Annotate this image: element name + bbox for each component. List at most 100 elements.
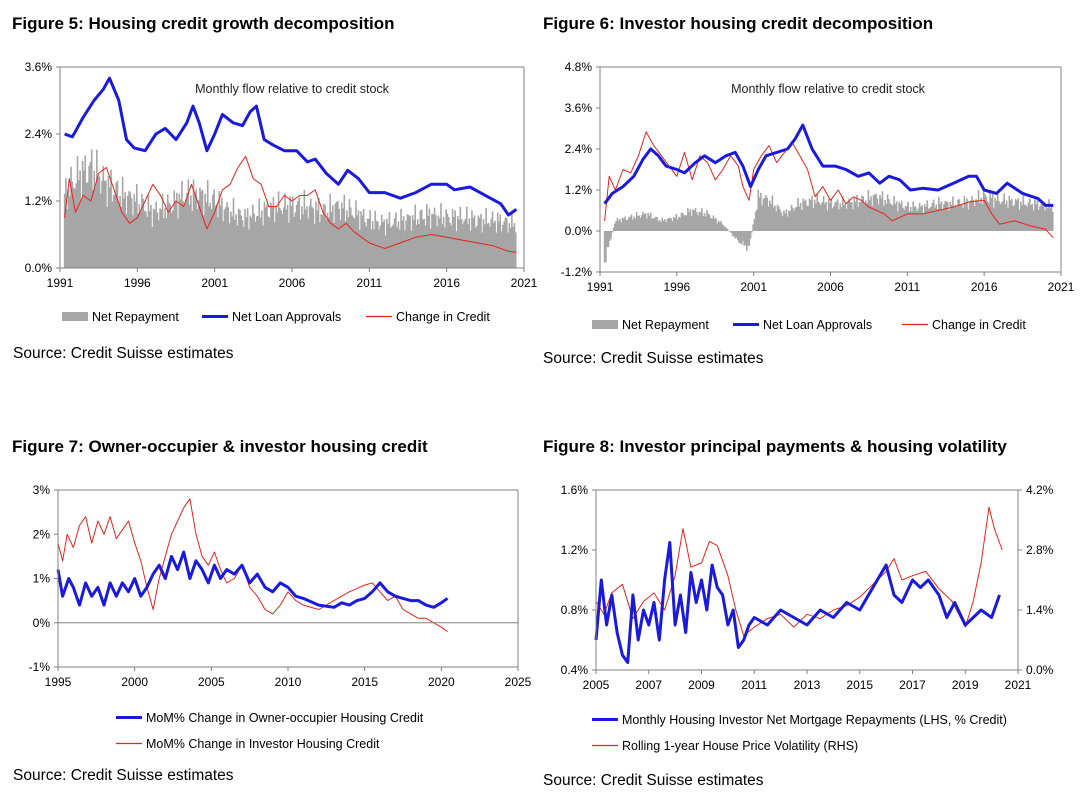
net-repayment-bar	[194, 194, 196, 268]
net-repayment-bar	[319, 222, 321, 268]
net-repayment-bar	[196, 209, 199, 268]
net-repayment-bar	[1009, 200, 1012, 231]
net-repayment-bar	[290, 205, 293, 268]
legend-net-repayment-label: Net Repayment	[622, 318, 709, 332]
net-repayment-bar	[79, 170, 81, 268]
net-repayment-bar	[1048, 199, 1050, 231]
net-repayment-bar	[368, 218, 370, 268]
net-repayment-bar	[187, 179, 190, 268]
net-repayment-bar	[303, 189, 306, 268]
net-repayment-bar	[620, 222, 623, 231]
x-tick-label: 2013	[794, 678, 821, 692]
net-repayment-bar	[1044, 210, 1046, 231]
net-repayment-bar	[181, 180, 183, 268]
net-repayment-bar	[215, 204, 218, 268]
net-repayment-bar	[416, 219, 419, 268]
net-repayment-bar	[281, 214, 284, 268]
net-repayment-bar	[890, 204, 893, 231]
net-repayment-bar	[712, 215, 715, 231]
net-repayment-bar	[987, 202, 990, 231]
figure-6-source: Source: Credit Suisse estimates	[543, 350, 764, 367]
net-repayment-bar	[252, 204, 254, 268]
net-repayment-bar	[739, 231, 742, 244]
net-repayment-bar	[468, 218, 471, 268]
net-repayment-bar	[648, 215, 651, 231]
y-tick-label: 1.2%	[561, 543, 589, 557]
net-repayment-bar	[191, 211, 194, 268]
net-repayment-bar	[93, 170, 96, 268]
net-repayment-bar	[264, 207, 267, 268]
net-repayment-bar	[378, 229, 380, 268]
net-repayment-bar	[927, 208, 930, 231]
net-repayment-bar	[173, 190, 175, 268]
x-tick-label: 2015	[846, 678, 873, 692]
net-repayment-bar	[227, 207, 230, 268]
net-repayment-bar	[98, 176, 101, 268]
net-repayment-bar	[1030, 205, 1032, 231]
net-repayment-bar	[818, 203, 821, 231]
net-repayment-bar	[370, 229, 373, 268]
net-repayment-bar	[317, 198, 320, 268]
net-repayment-bar	[298, 197, 301, 268]
net-repayment-bar	[624, 216, 626, 231]
net-repayment-bar	[78, 180, 80, 268]
net-repayment-bar	[713, 218, 716, 231]
net-repayment-bar	[955, 207, 958, 231]
net-repayment-bar	[471, 210, 473, 268]
net-repayment-bar	[182, 201, 185, 268]
net-repayment-bar	[392, 224, 395, 268]
net-repayment-bar	[941, 209, 944, 231]
net-repayment-bar	[629, 216, 632, 231]
net-repayment-bar	[107, 175, 110, 268]
net-repayment-bar	[735, 231, 738, 238]
net-repayment-bar	[807, 206, 810, 231]
net-repayment-bar	[681, 213, 684, 231]
net-repayment-bar	[1041, 202, 1044, 231]
net-repayment-bar	[626, 219, 629, 231]
net-repayment-bar	[771, 195, 774, 231]
net-repayment-bar	[453, 217, 455, 268]
net-repayment-bar	[907, 201, 909, 231]
net-repayment-bar	[151, 226, 154, 268]
net-repayment-bar	[97, 176, 99, 268]
net-repayment-bar	[210, 208, 213, 268]
net-repayment-bar	[487, 223, 490, 268]
net-repayment-bar	[473, 215, 476, 268]
net-repayment-bar	[398, 229, 401, 268]
net-repayment-bar	[980, 197, 982, 231]
net-repayment-bar	[914, 206, 917, 231]
y-tick-label: 0.0%	[565, 224, 593, 238]
net-repayment-bar	[183, 203, 186, 268]
net-repayment-bar	[476, 225, 478, 268]
net-repayment-bar	[906, 206, 908, 231]
net-repayment-bar	[952, 196, 954, 231]
net-repayment-bar	[335, 202, 338, 268]
net-repayment-bar	[966, 198, 968, 231]
net-repayment-bar	[611, 231, 614, 233]
net-repayment-bar	[1016, 200, 1018, 231]
net-repayment-bar	[893, 196, 895, 231]
net-repayment-bar	[698, 211, 701, 231]
net-repayment-bar	[803, 201, 806, 231]
net-repayment-bar	[940, 201, 943, 231]
net-repayment-bar	[254, 221, 257, 268]
net-repayment-bar	[464, 218, 467, 268]
net-repayment-bar	[337, 200, 339, 268]
net-repayment-bar	[1040, 204, 1043, 231]
net-repayment-bar	[313, 223, 316, 268]
net-repayment-bar	[754, 211, 757, 231]
net-repayment-bar	[445, 209, 447, 268]
y-tick-label: -1.2%	[561, 265, 593, 279]
net-repayment-bar	[786, 216, 789, 231]
net-repayment-bar	[944, 200, 947, 231]
net-repayment-bar	[889, 203, 891, 231]
net-repayment-bar	[749, 231, 752, 239]
legend-net-repayment-label: Net Repayment	[92, 310, 179, 324]
net-repayment-bar	[424, 225, 427, 268]
net-repayment-bar	[500, 231, 503, 268]
net-repayment-bar	[239, 209, 241, 268]
net-repayment-bar	[663, 219, 666, 231]
net-repayment-bar	[859, 201, 862, 231]
net-repayment-bar	[242, 226, 245, 268]
net-repayment-bar	[266, 204, 268, 268]
